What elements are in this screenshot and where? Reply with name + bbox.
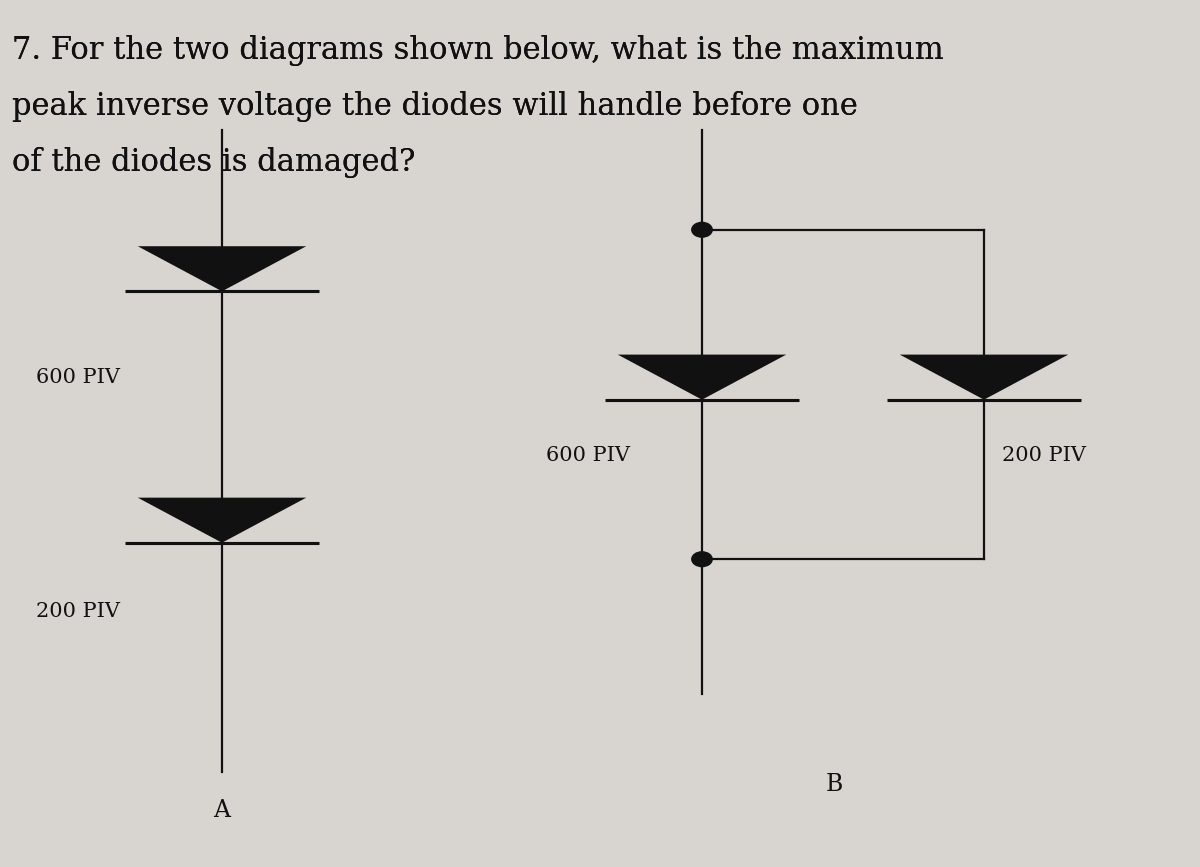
Text: 7. For the two diagrams shown below, what is the maximum: 7. For the two diagrams shown below, wha…	[12, 35, 943, 66]
Text: 7. For the two diagrams shown below, what is the maximum: 7. For the two diagrams shown below, wha…	[12, 35, 943, 66]
Text: 200 PIV: 200 PIV	[1002, 446, 1086, 465]
Text: 600 PIV: 600 PIV	[546, 446, 630, 465]
Polygon shape	[138, 498, 306, 543]
Text: 600 PIV: 600 PIV	[36, 368, 120, 387]
Text: of the diodes is damaged?: of the diodes is damaged?	[12, 147, 415, 179]
Text: peak inverse voltage the diodes will handle before one: peak inverse voltage the diodes will han…	[12, 91, 858, 122]
Circle shape	[691, 223, 713, 238]
Polygon shape	[618, 355, 786, 400]
Text: of the diodes is damaged?: of the diodes is damaged?	[12, 147, 415, 179]
Polygon shape	[138, 246, 306, 291]
Text: A: A	[214, 799, 230, 822]
Text: peak inverse voltage the diodes will handle before one: peak inverse voltage the diodes will han…	[12, 91, 858, 122]
Text: 200 PIV: 200 PIV	[36, 602, 120, 621]
Polygon shape	[900, 355, 1068, 400]
Text: B: B	[826, 773, 842, 796]
Circle shape	[691, 552, 713, 567]
